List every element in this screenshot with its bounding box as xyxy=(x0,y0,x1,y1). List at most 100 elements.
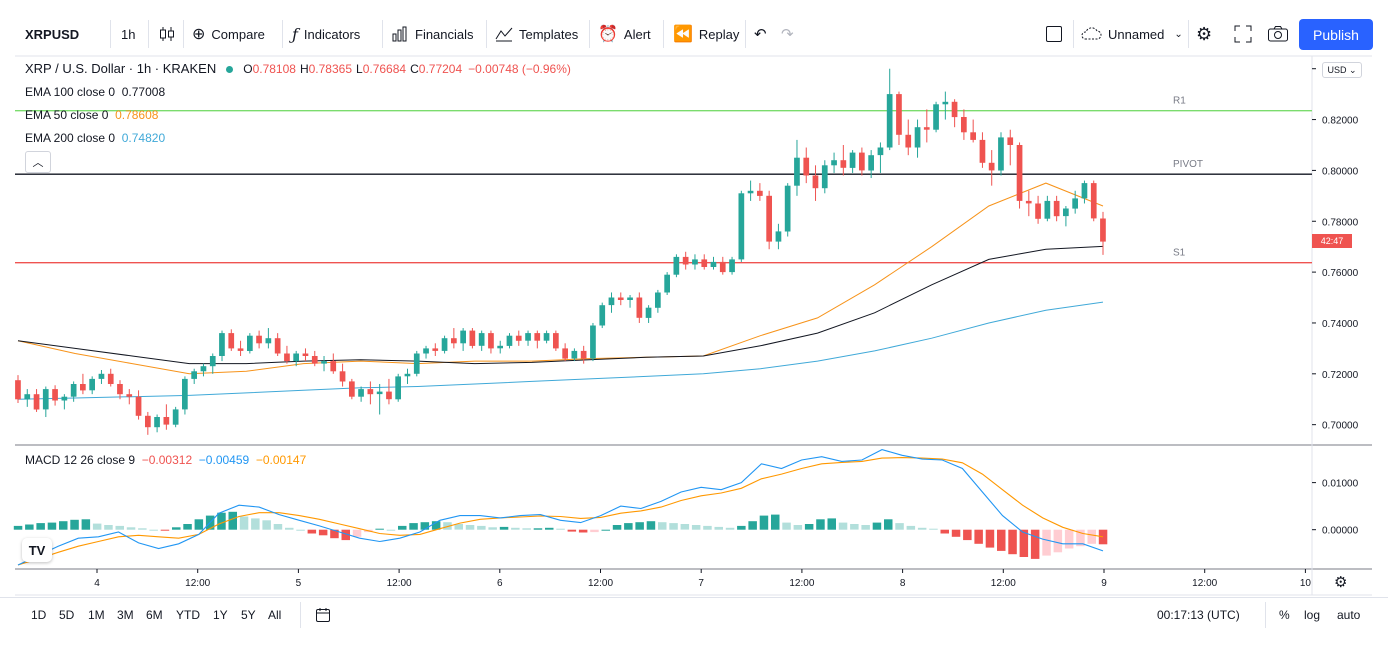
range-5y-button[interactable]: 5Y xyxy=(241,598,256,632)
macd-histogram-bar xyxy=(940,529,949,534)
candle-body xyxy=(1090,183,1097,219)
axis-settings-button[interactable]: ⚙ xyxy=(1334,573,1347,591)
toolbar-divider xyxy=(663,20,664,48)
layout-toggle-button[interactable] xyxy=(1045,14,1063,54)
toolbar-divider xyxy=(1265,602,1266,628)
candle-body xyxy=(469,330,476,346)
macd-histogram-bar xyxy=(92,523,102,530)
time-tick-label: 4 xyxy=(94,578,100,589)
candle-body xyxy=(247,335,253,351)
fullscreen-button[interactable] xyxy=(1234,14,1252,54)
macd-histogram-bar xyxy=(590,529,599,533)
candle-body xyxy=(794,157,800,186)
templates-icon xyxy=(495,26,513,42)
publish-button[interactable]: Publish xyxy=(1299,19,1373,50)
market-status-dot xyxy=(226,65,234,73)
templates-button[interactable]: Templates xyxy=(495,14,578,54)
macd-histogram-bar xyxy=(273,524,283,530)
candle-body xyxy=(738,193,745,260)
price-tick-label: 0.82000 xyxy=(1322,116,1359,127)
alarm-clock-icon: ⏰ xyxy=(598,26,618,43)
undo-button[interactable]: ↶ xyxy=(754,14,767,54)
candle-body xyxy=(534,333,541,341)
macd-histogram-bar xyxy=(296,529,305,531)
time-tick-label: 6 xyxy=(497,578,503,589)
macd-line xyxy=(17,449,1104,566)
macd-legend[interactable]: MACD 12 26 close 9 −0.00312 −0.00459 −0.… xyxy=(25,453,306,467)
log-scale-button[interactable]: log xyxy=(1304,598,1320,632)
candle-body xyxy=(413,353,420,374)
symbol-search-button[interactable]: XRPUSD xyxy=(25,14,79,54)
range-6m-button[interactable]: 6M xyxy=(146,598,163,632)
time-tick-label: 12:00 xyxy=(991,578,1016,589)
ema200-label: EMA 200 close 0 xyxy=(25,131,116,145)
indicators-label: Indicators xyxy=(303,26,361,42)
main-legend: XRP / U.S. Dollar · 1h · KRAKEN O0.78108 H… xyxy=(25,60,575,152)
auto-scale-button[interactable]: auto xyxy=(1337,598,1360,632)
range-1m-button[interactable]: 1M xyxy=(88,598,105,632)
macd-histogram-bar xyxy=(951,529,961,537)
redo-icon: ↷ xyxy=(781,26,794,43)
layout-name-button[interactable]: Unnamed ⌄ xyxy=(1080,14,1183,54)
candle-body xyxy=(886,94,893,148)
ema200-legend[interactable]: EMA 200 close 0 0.74820 xyxy=(25,129,575,152)
candle-body xyxy=(1072,198,1078,209)
macd-histogram-bar xyxy=(251,518,260,530)
snapshot-button[interactable] xyxy=(1267,14,1289,54)
candle-body xyxy=(107,373,114,384)
range-5d-button[interactable]: 5D xyxy=(59,598,74,632)
macd-histogram-bar xyxy=(895,523,904,530)
tradingview-logo[interactable]: TV xyxy=(22,538,52,562)
candle-body xyxy=(942,101,949,105)
ema-line xyxy=(17,245,1104,365)
macd-histogram-bar xyxy=(318,529,328,536)
ema50-legend[interactable]: EMA 50 close 0 0.78608 xyxy=(25,106,575,129)
percent-scale-button[interactable]: % xyxy=(1279,598,1290,632)
candle-body xyxy=(868,155,874,171)
candle-body xyxy=(682,256,689,265)
candle-body xyxy=(321,361,327,364)
macd-histogram-bar xyxy=(160,529,170,531)
pivot-label-s1: S1 xyxy=(1173,248,1186,259)
candle-body xyxy=(339,371,346,382)
candle-body xyxy=(775,231,782,242)
macd-histogram-bar xyxy=(567,529,577,532)
replay-label: Replay xyxy=(698,26,740,42)
macd-histogram-bar xyxy=(601,529,610,531)
interval-button[interactable]: 1h xyxy=(121,14,135,54)
range-all-button[interactable]: All xyxy=(268,598,281,632)
indicators-button[interactable]: ƒ Indicators xyxy=(292,14,360,54)
macd-histogram-bar xyxy=(70,519,79,530)
macd-histogram-bar xyxy=(624,523,633,530)
time-tick-label: 7 xyxy=(698,578,704,589)
chart-type-button[interactable] xyxy=(158,14,176,54)
candle-body xyxy=(182,378,188,410)
macd-histogram-bar xyxy=(420,522,430,530)
range-1y-button[interactable]: 1Y xyxy=(213,598,228,632)
macd-histogram-bar xyxy=(477,525,486,530)
compare-button[interactable]: ⊕ Compare xyxy=(192,14,265,54)
timezone-clock[interactable]: 00:17:13 (UTC) xyxy=(1157,598,1240,632)
replay-button[interactable]: ⏪ Replay xyxy=(673,14,739,54)
symbol-legend[interactable]: XRP / U.S. Dollar · 1h · KRAKEN O0.78108 H… xyxy=(25,60,575,83)
currency-button[interactable]: USD ⌄ xyxy=(1322,62,1362,78)
alert-button[interactable]: ⏰ Alert xyxy=(598,14,651,54)
ohlc-key: C xyxy=(410,62,419,76)
candle-body xyxy=(358,389,364,397)
date-range-button[interactable] xyxy=(315,598,331,632)
financials-button[interactable]: Financials xyxy=(392,14,474,54)
redo-button[interactable]: ↷ xyxy=(781,14,794,54)
range-ytd-button[interactable]: YTD xyxy=(176,598,200,632)
collapse-legend-button[interactable]: ︿ xyxy=(25,151,51,173)
clock-label: 00:17:13 (UTC) xyxy=(1157,608,1240,622)
range-3m-button[interactable]: 3M xyxy=(117,598,134,632)
macd-histogram-bar xyxy=(748,521,757,530)
settings-button[interactable]: ⚙ xyxy=(1196,14,1212,54)
toolbar-divider xyxy=(486,20,487,48)
macd-histogram-bar xyxy=(172,527,181,530)
range-1d-button[interactable]: 1D xyxy=(31,598,46,632)
candle-body xyxy=(330,361,337,372)
ema100-legend[interactable]: EMA 100 close 0 0.77008 xyxy=(25,83,575,106)
candle-body xyxy=(803,157,810,176)
